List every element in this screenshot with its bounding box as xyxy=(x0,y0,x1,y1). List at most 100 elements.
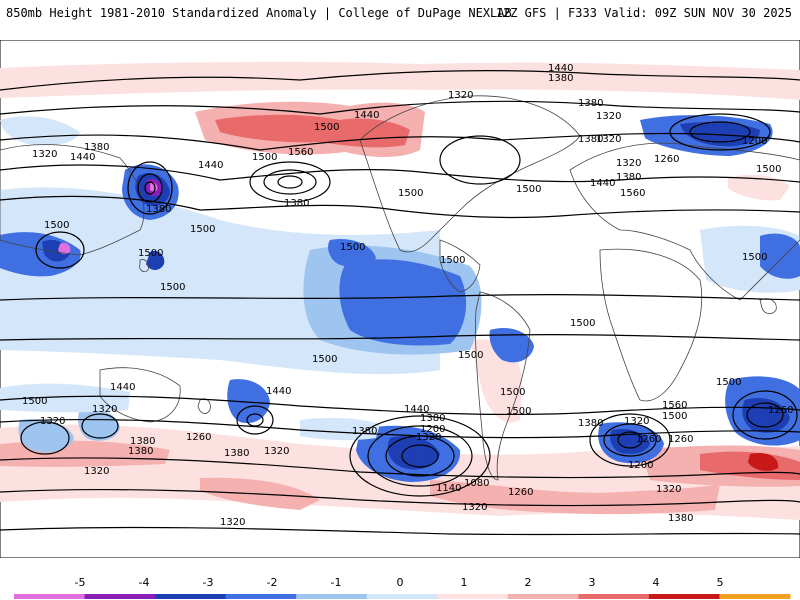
colorbar-segment xyxy=(225,594,297,599)
contour-label: 1380 xyxy=(284,198,309,209)
contour-label: 1320 xyxy=(624,416,649,427)
contour-label: 1320 xyxy=(40,416,65,427)
colorbar-segment xyxy=(14,594,86,599)
contour-label: 1380 xyxy=(548,73,573,84)
colorbar-tick-label: -1 xyxy=(331,576,342,589)
contour-label: 1320 xyxy=(264,446,289,457)
colorbar-segments xyxy=(14,594,791,599)
colorbar-segment xyxy=(84,594,156,599)
colorbar-tick-label: 3 xyxy=(589,576,596,589)
contour-label: 1380 xyxy=(616,172,641,183)
contour-label: 1500 xyxy=(190,224,215,235)
colorbar-segment xyxy=(437,594,509,599)
colorbar-tick-label: 0 xyxy=(397,576,404,589)
colorbar-tick-label: -3 xyxy=(203,576,214,589)
contour-label: 1320 xyxy=(32,149,57,160)
colorbar-segment xyxy=(366,594,438,599)
contour-label: 1320 xyxy=(656,484,681,495)
contour-label: 1500 xyxy=(312,354,337,365)
contour-label: 1320 xyxy=(416,432,441,443)
contour-label: 1440 xyxy=(548,63,573,74)
contour-label: 1440 xyxy=(198,160,223,171)
colorbar: -5 -4 -3 -2 -1 0 1 2 3 4 5 xyxy=(14,576,791,599)
contour-label: 1560 xyxy=(288,147,313,158)
contour-label: 1380 xyxy=(146,204,171,215)
contour-label: 1320 xyxy=(596,134,621,145)
contour-label: 1500 xyxy=(516,184,541,195)
contour-label: 1500 xyxy=(398,188,423,199)
colorbar-segment xyxy=(507,594,579,599)
colorbar-segment xyxy=(578,594,650,599)
contour-label: 1500 xyxy=(500,387,525,398)
contour-label: 1440 xyxy=(590,178,615,189)
contour-label: 1500 xyxy=(662,411,687,422)
contour-label: 1200 xyxy=(628,460,653,471)
contour-label: 1500 xyxy=(314,122,339,133)
colorbar-segment xyxy=(155,594,227,599)
contour-label: 1080 xyxy=(464,478,489,489)
colorbar-tick-label: 4 xyxy=(653,576,660,589)
contour-label: 1380 xyxy=(578,98,603,109)
contour-label: 1500 xyxy=(340,242,365,253)
colorbar-tick-label: -4 xyxy=(139,576,150,589)
continent-outlines xyxy=(0,95,800,481)
contour-label: 1260 xyxy=(768,405,793,416)
contour-label: 1260 xyxy=(186,432,211,443)
colorbar-tick-label: 5 xyxy=(717,576,724,589)
contour-label: 1380 xyxy=(578,418,603,429)
contour-label: 1440 xyxy=(70,152,95,163)
contour-label: 1500 xyxy=(458,350,483,361)
contour-label: 1380 xyxy=(130,436,155,447)
contour-label: 1260 xyxy=(654,154,679,165)
contour-label: 1500 xyxy=(22,396,47,407)
contour-label: 1500 xyxy=(506,406,531,417)
colorbar-segment xyxy=(648,594,720,599)
colorbar-ticks: -5 -4 -3 -2 -1 0 1 2 3 4 5 xyxy=(75,576,724,589)
contour-label: 1200 xyxy=(420,424,445,435)
map-title: 850mb Height 1981-2010 Standardized Anom… xyxy=(6,6,512,20)
colorbar-tick-label: -5 xyxy=(75,576,86,589)
contour-label: 1440 xyxy=(404,404,429,415)
anomaly-map: 1440 1380 1320 1380 1320 1500 1440 1380 … xyxy=(0,40,800,558)
contour-labels: 1440 1380 1320 1380 1320 1500 1440 1380 … xyxy=(22,63,793,528)
contour-label: 1500 xyxy=(44,220,69,231)
contour-label: 1500 xyxy=(742,252,767,263)
contour-label: 1320 xyxy=(616,158,641,169)
model-run-valid-time: 12Z GFS | F333 Valid: 09Z SUN NOV 30 202… xyxy=(495,6,792,20)
contour-label: 1500 xyxy=(252,152,277,163)
colorbar-tick-label: 2 xyxy=(525,576,532,589)
contour-label: 1380 xyxy=(352,426,377,437)
height-contours xyxy=(0,70,800,536)
contour-label: 1500 xyxy=(716,377,741,388)
negative-anomaly-regions xyxy=(0,115,800,482)
contour-label: 1260 xyxy=(668,434,693,445)
contour-label: 1320 xyxy=(92,404,117,415)
contour-label: 1500 xyxy=(570,318,595,329)
contour-label: 1380 xyxy=(224,448,249,459)
contour-label: 1320 xyxy=(462,502,487,513)
contour-label: 1380 xyxy=(84,142,109,153)
contour-label: 1440 xyxy=(354,110,379,121)
contour-label: 1320 xyxy=(448,90,473,101)
contour-label: 1440 xyxy=(266,386,291,397)
colorbar-tick-label: -2 xyxy=(267,576,278,589)
contour-label: 1500 xyxy=(138,248,163,259)
contour-label: 1260 xyxy=(508,487,533,498)
contour-label: 1560 xyxy=(662,400,687,411)
contour-label: 1320 xyxy=(220,517,245,528)
contour-label: 1500 xyxy=(160,282,185,293)
contour-label: 1380 xyxy=(668,513,693,524)
contour-label: 1380 xyxy=(578,134,603,145)
contour-label: 1320 xyxy=(84,466,109,477)
colorbar-segment xyxy=(296,594,368,599)
contour-label: 1320 xyxy=(596,111,621,122)
contour-label: 1560 xyxy=(620,188,645,199)
contour-label: 1140 xyxy=(436,483,461,494)
contour-label: 1200 xyxy=(742,136,767,147)
contour-label: 1260 xyxy=(636,434,661,445)
contour-label: 1440 xyxy=(110,382,135,393)
colorbar-segment xyxy=(719,594,791,599)
contour-label: 1380 xyxy=(420,413,445,424)
colorbar-tick-label: 1 xyxy=(461,576,468,589)
contour-label: 1500 xyxy=(756,164,781,175)
